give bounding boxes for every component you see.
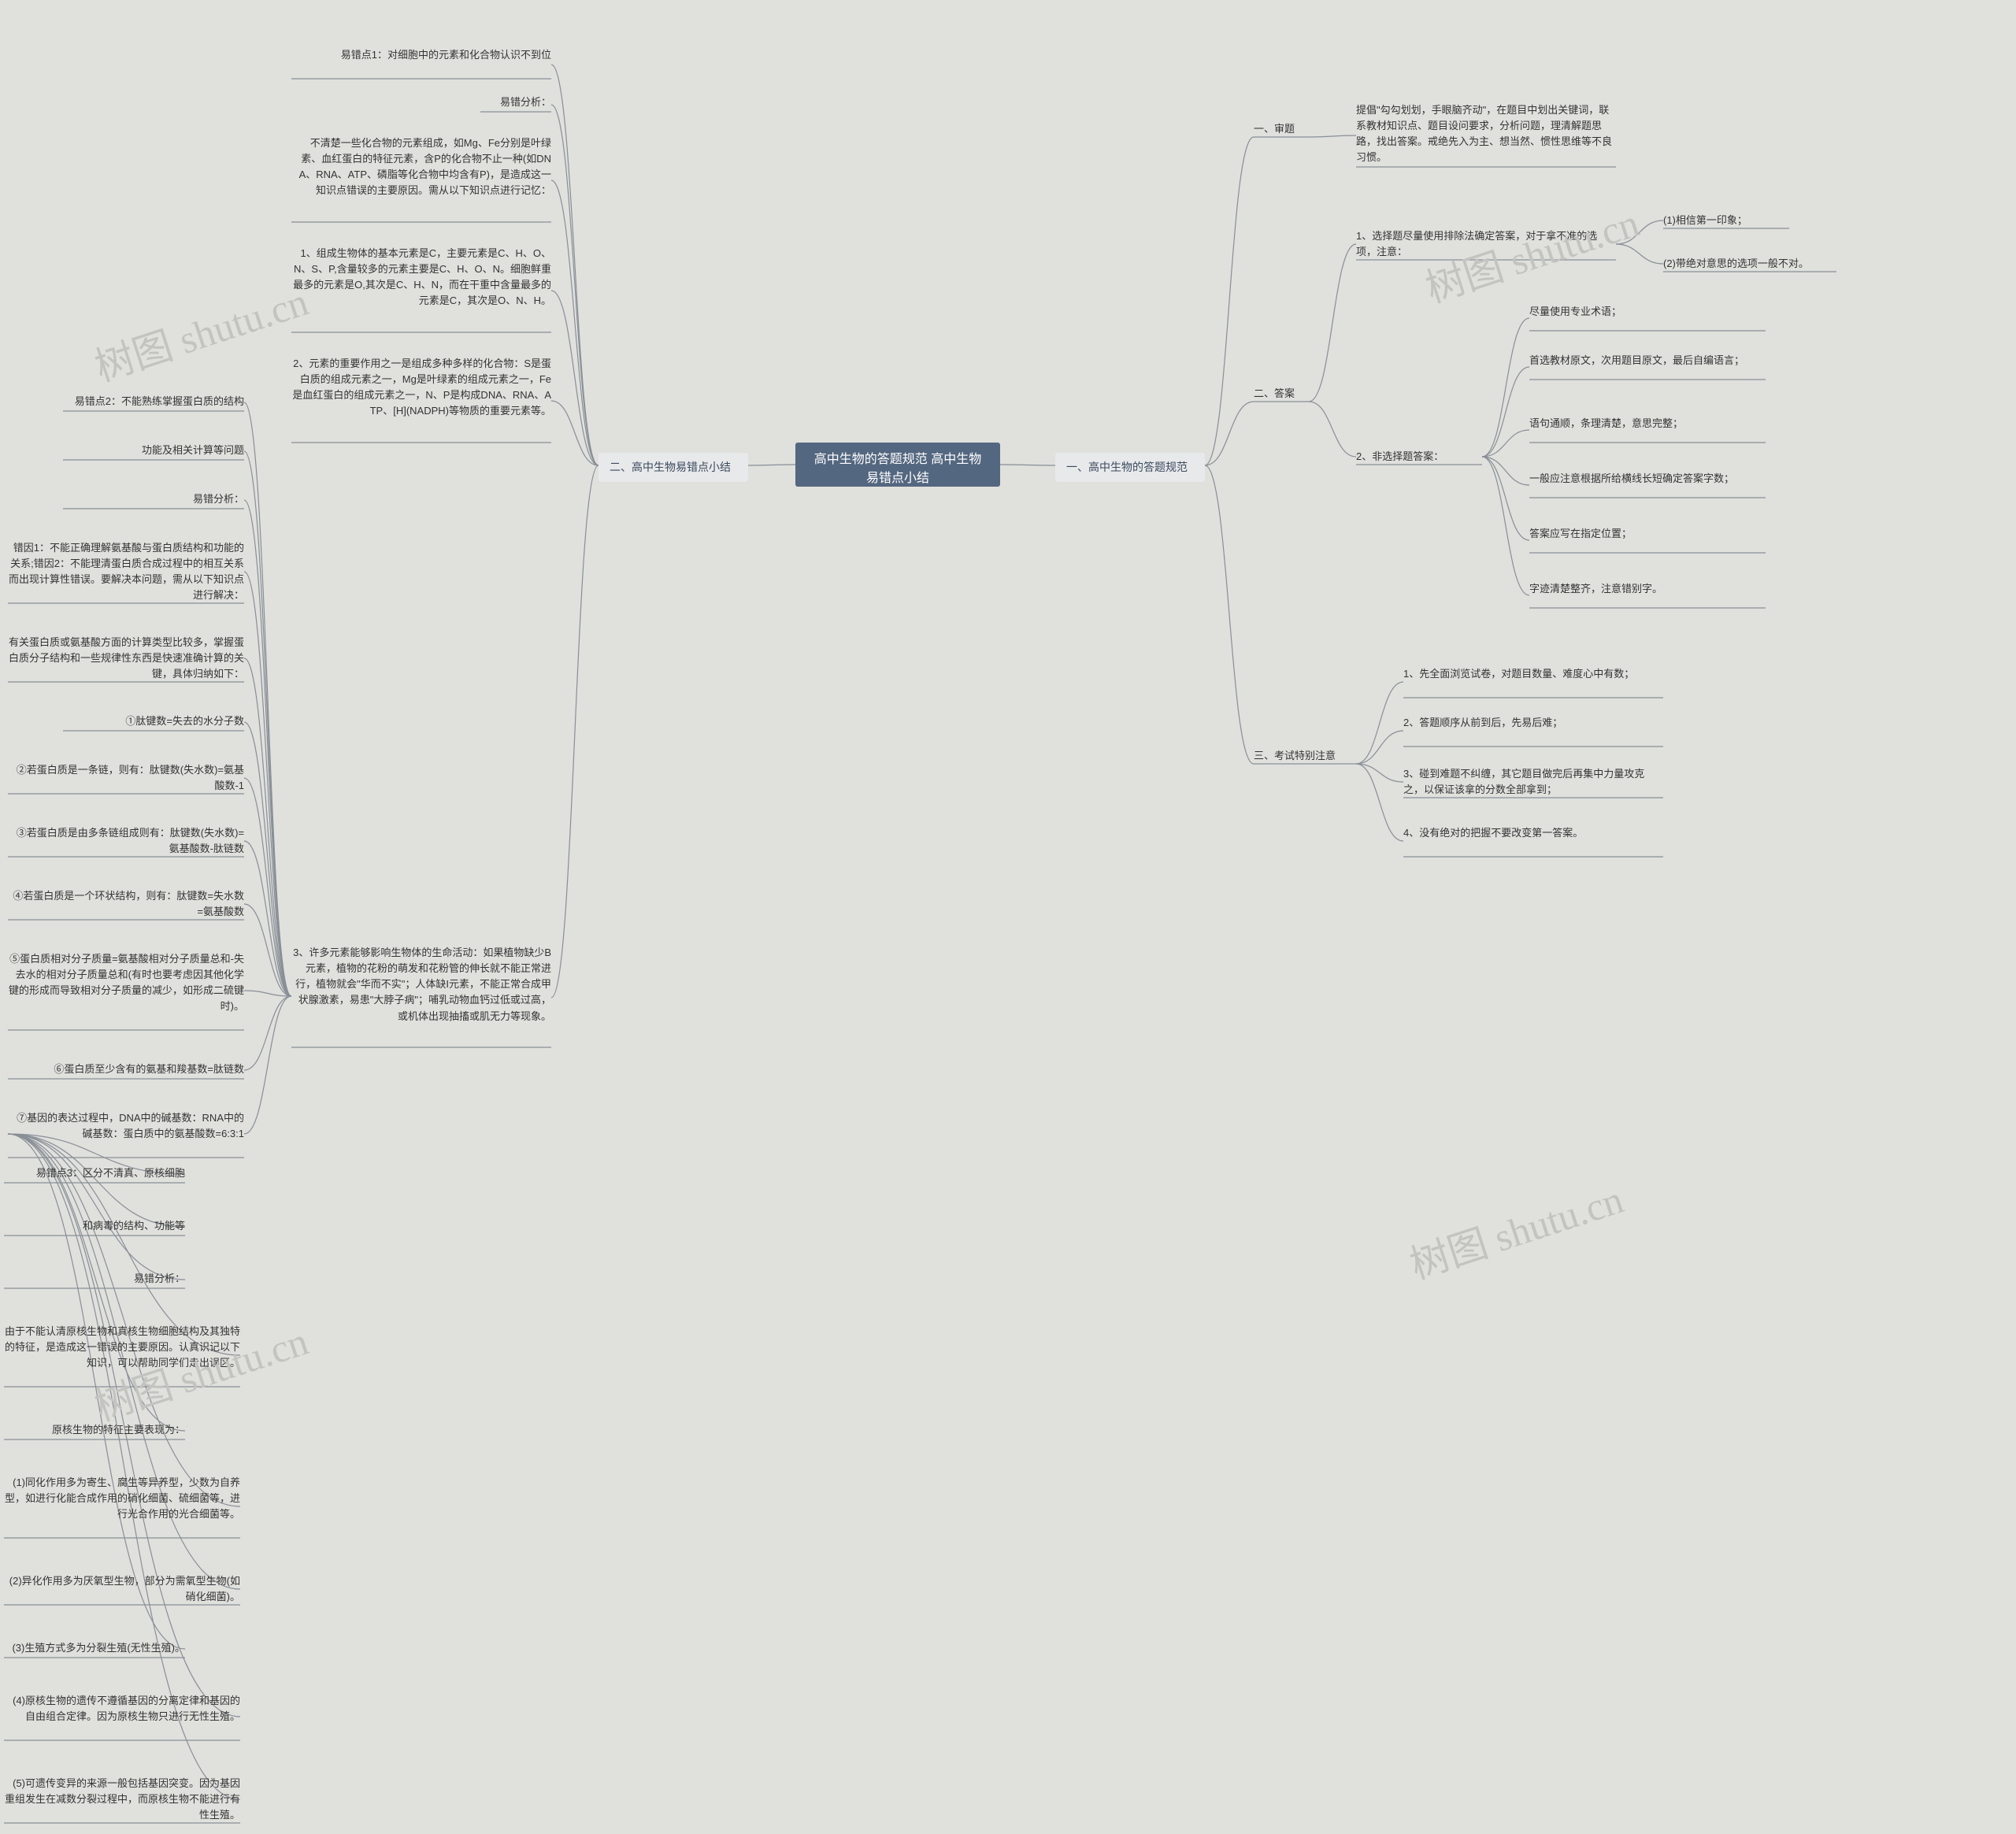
node-r3a: 1、先全面浏览试卷，对题目数量、难度心中有数；	[1403, 666, 1663, 682]
watermark: 树图 shutu.cn	[87, 270, 314, 392]
node-b7: ②若蛋白质是一条链，则有：肽键数(失水数)=氨基酸数-1	[8, 762, 244, 794]
node-l5: 2、元素的重要作用之一是组成多种多样的化合物：S是蛋白质的组成元素之一，Mg是叶…	[291, 356, 551, 420]
node-l2: 易错分析：	[480, 94, 551, 110]
node-c5: 原核生物的特征主要表现为：	[4, 1422, 185, 1438]
node-c6: (1)同化作用多为寄生、腐生等异养型，少数为自养型，如进行化能合成作用的硝化细菌…	[4, 1475, 240, 1522]
node-l6: 3、许多元素能够影响生物体的生命活动：如果植物缺少B元素，植物的花粉的萌发和花粉…	[291, 945, 551, 1024]
main-right: 一、高中生物的答题规范	[1055, 453, 1205, 482]
node-b2: 功能及相关计算等问题	[63, 443, 244, 458]
node-r2b3: 语句通顺，条理清楚，意思完整；	[1529, 416, 1766, 432]
node-r2b: 2、非选择题答案：	[1356, 449, 1482, 465]
node-r2b6: 字迹清楚整齐，注意错别字。	[1529, 581, 1766, 597]
node-r2b2: 首选教材原文，次用题目原文，最后自编语言；	[1529, 353, 1766, 369]
node-r1: 一、审题	[1254, 121, 1309, 137]
node-c4: 由于不能认清原核生物和真核生物细胞结构及其独特的特征，是造成这一错误的主要原因。…	[4, 1324, 240, 1371]
node-r2a2: (2)带绝对意思的选项一般不对。	[1663, 256, 1836, 272]
node-r2: 二、答案	[1254, 386, 1309, 402]
node-b12: ⑦基因的表达过程中，DNA中的碱基数：RNA中的碱基数：蛋白质中的氨基酸数=6:…	[8, 1110, 244, 1142]
root-node: 高中生物的答题规范 高中生物易错点小结	[795, 443, 1000, 487]
node-r2a1: (1)相信第一印象；	[1663, 213, 1789, 228]
node-b6: ①肽键数=失去的水分子数	[63, 713, 244, 729]
node-c9: (4)原核生物的遗传不遵循基因的分离定律和基因的自由组合定律。因为原核生物只进行…	[4, 1693, 240, 1725]
node-b11: ⑥蛋白质至少含有的氨基和羧基数=肽链数	[8, 1061, 244, 1077]
node-r3d: 4、没有绝对的把握不要改变第一答案。	[1403, 825, 1663, 841]
node-c1: 易错点3：区分不清真、原核细胞	[4, 1165, 185, 1181]
node-r3c: 3、碰到难题不纠缠，其它题目做完后再集中力量攻克之，以保证该拿的分数全部拿到；	[1403, 766, 1663, 798]
node-b8: ③若蛋白质是由多条链组成则有：肽键数(失水数)=氨基酸数-肽链数	[8, 825, 244, 857]
mindmap-stage: 高中生物的答题规范 高中生物易错点小结 一、高中生物的答题规范 二、高中生物易错点小…	[0, 0, 2016, 1834]
node-r1a: 提倡"勾勾划划，手眼脑齐动"，在题目中划出关键词，联系教材知识点、题目设问要求，…	[1356, 102, 1616, 166]
node-r3b: 2、答题顺序从前到后，先易后难；	[1403, 715, 1663, 731]
node-c10: (5)可遗传变异的来源一般包括基因突变。因为基因重组发生在减数分裂过程中，而原核…	[4, 1776, 240, 1823]
node-b3: 易错分析：	[63, 491, 244, 507]
node-b4: 错因1：不能正确理解氨基酸与蛋白质结构和功能的关系;错因2：不能理清蛋白质合成过…	[8, 540, 244, 604]
node-r2b4: 一般应注意根据所给横线长短确定答案字数；	[1529, 471, 1766, 487]
main-left: 二、高中生物易错点小结	[598, 453, 748, 482]
node-l3: 不清楚一些化合物的元素组成，如Mg、Fe分别是叶绿素、血红蛋白的特征元素，含P的…	[291, 135, 551, 199]
node-c3: 易错分析：	[4, 1271, 185, 1287]
node-l4: 1、组成生物体的基本元素是C，主要元素是C、H、O、N、S、P,含量较多的元素主…	[291, 246, 551, 309]
node-b5: 有关蛋白质或氨基酸方面的计算类型比较多，掌握蛋白质分子结构和一些规律性东西是快速…	[8, 635, 244, 682]
node-r2b5: 答案应写在指定位置；	[1529, 526, 1766, 542]
node-r3: 三、考试特别注意	[1254, 748, 1356, 764]
node-b9: ④若蛋白质是一个环状结构，则有：肽键数=失水数=氨基酸数	[8, 888, 244, 920]
node-l1: 易错点1：对细胞中的元素和化合物认识不到位	[291, 47, 551, 63]
node-c7: (2)异化作用多为厌氧型生物，部分为需氧型生物(如硝化细菌)。	[4, 1573, 240, 1605]
watermark: 树图 shutu.cn	[1402, 1168, 1629, 1290]
node-b1: 易错点2：不能熟练掌握蛋白质的结构	[63, 394, 244, 409]
node-b10: ⑤蛋白质相对分子质量=氨基酸相对分子质量总和-失去水的相对分子质量总和(有时也要…	[8, 951, 244, 1015]
node-r2a: 1、选择题尽量使用排除法确定答案，对于拿不准的选项，注意：	[1356, 228, 1616, 260]
node-c2: 和病毒的结构、功能等	[4, 1218, 185, 1234]
node-r2b1: 尽量使用专业术语；	[1529, 304, 1766, 320]
node-c8: (3)生殖方式多为分裂生殖(无性生殖)。	[4, 1640, 185, 1656]
